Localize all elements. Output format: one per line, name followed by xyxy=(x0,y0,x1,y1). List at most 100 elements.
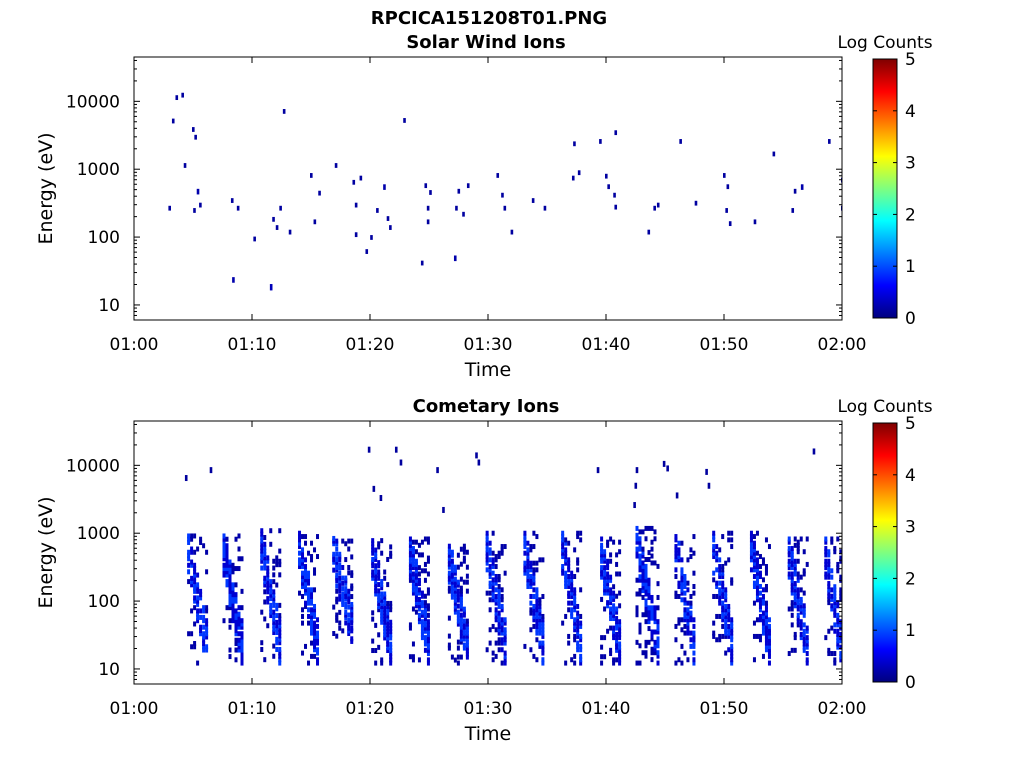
data-cell xyxy=(488,640,492,646)
data-cell xyxy=(576,603,580,609)
data-cell xyxy=(272,630,276,636)
data-cell xyxy=(453,597,457,603)
data-cell xyxy=(190,536,194,542)
data-cell xyxy=(386,635,390,641)
data-cell xyxy=(301,650,305,656)
data-cell xyxy=(755,583,759,589)
data-cell xyxy=(420,539,424,545)
data-cell xyxy=(310,610,314,616)
data-cell xyxy=(414,584,418,590)
data-cell xyxy=(802,638,806,644)
data-cell xyxy=(278,602,282,608)
data-cell xyxy=(411,641,415,647)
data-cell xyxy=(677,554,681,560)
data-cell xyxy=(389,544,393,550)
data-cell xyxy=(237,533,241,539)
data-cell xyxy=(689,554,693,560)
data-cell xyxy=(497,617,501,623)
data-cell xyxy=(686,617,690,623)
data-cell xyxy=(304,643,308,649)
data-cell xyxy=(793,558,797,564)
data-cell xyxy=(727,630,731,636)
data-cell xyxy=(240,654,244,660)
data-cell xyxy=(532,593,536,599)
data-cell xyxy=(193,585,197,591)
data-cell xyxy=(724,620,728,626)
data-cell xyxy=(447,573,451,579)
data-cell xyxy=(523,560,527,566)
data-cell xyxy=(653,629,657,635)
data-cell xyxy=(730,530,734,536)
data-cell xyxy=(225,572,229,578)
data-cell xyxy=(183,163,187,168)
colorbar-tick-label: 5 xyxy=(905,50,916,70)
data-cell xyxy=(338,620,342,626)
data-cell xyxy=(465,579,469,585)
data-cell xyxy=(529,574,533,580)
data-cell xyxy=(526,567,530,573)
data-cell xyxy=(839,622,842,628)
data-cell xyxy=(465,642,469,648)
data-cell xyxy=(231,566,235,572)
data-cell xyxy=(462,555,466,561)
data-cell xyxy=(633,502,636,509)
data-cell xyxy=(603,571,607,577)
data-cell xyxy=(228,559,232,565)
data-cell xyxy=(459,615,463,621)
data-cell xyxy=(615,641,619,647)
data-cell xyxy=(600,565,604,571)
data-cell xyxy=(240,634,244,640)
data-cell xyxy=(380,585,384,591)
data-cell xyxy=(730,580,734,586)
data-cell xyxy=(613,192,616,198)
data-cell xyxy=(465,621,469,627)
data-cell xyxy=(635,553,639,559)
data-cell xyxy=(764,567,768,573)
data-cell xyxy=(675,492,679,499)
data-cell xyxy=(535,590,539,596)
data-cell xyxy=(389,626,393,632)
data-cell xyxy=(761,597,765,603)
data-cell xyxy=(426,641,430,647)
data-cell xyxy=(491,650,495,656)
data-cell xyxy=(456,621,460,627)
data-cell xyxy=(839,635,842,641)
data-cell xyxy=(500,550,504,556)
data-cell xyxy=(228,654,232,660)
data-cell xyxy=(790,603,794,609)
data-cell xyxy=(199,202,202,208)
data-cell xyxy=(674,637,678,643)
data-cell xyxy=(764,640,768,646)
data-cell xyxy=(752,560,756,566)
x-tick-label: 01:20 xyxy=(346,335,395,355)
data-cell xyxy=(374,572,378,578)
data-cell xyxy=(497,577,501,583)
data-cell xyxy=(453,567,457,573)
data-cell xyxy=(535,627,539,633)
data-cell xyxy=(793,536,797,542)
data-cell xyxy=(680,590,684,596)
data-cell xyxy=(561,547,565,553)
data-cell xyxy=(313,603,317,609)
data-cell xyxy=(755,570,759,576)
data-cell xyxy=(802,631,806,637)
data-cell xyxy=(168,205,171,211)
data-cell xyxy=(462,549,466,555)
data-cell xyxy=(600,536,604,542)
data-cell xyxy=(275,582,279,588)
data-cell xyxy=(532,560,536,566)
data-cell xyxy=(529,610,533,616)
data-cell xyxy=(380,594,384,600)
data-cell xyxy=(653,615,657,621)
data-cell xyxy=(426,628,430,634)
data-cell xyxy=(641,553,645,559)
data-cell xyxy=(234,608,238,614)
data-cell xyxy=(450,585,454,591)
data-cell xyxy=(491,657,495,663)
data-cell xyxy=(275,623,279,629)
data-cell xyxy=(564,550,568,556)
data-cell xyxy=(712,577,716,583)
data-cell xyxy=(653,646,657,652)
data-cell xyxy=(570,570,574,576)
data-cell xyxy=(579,537,583,543)
